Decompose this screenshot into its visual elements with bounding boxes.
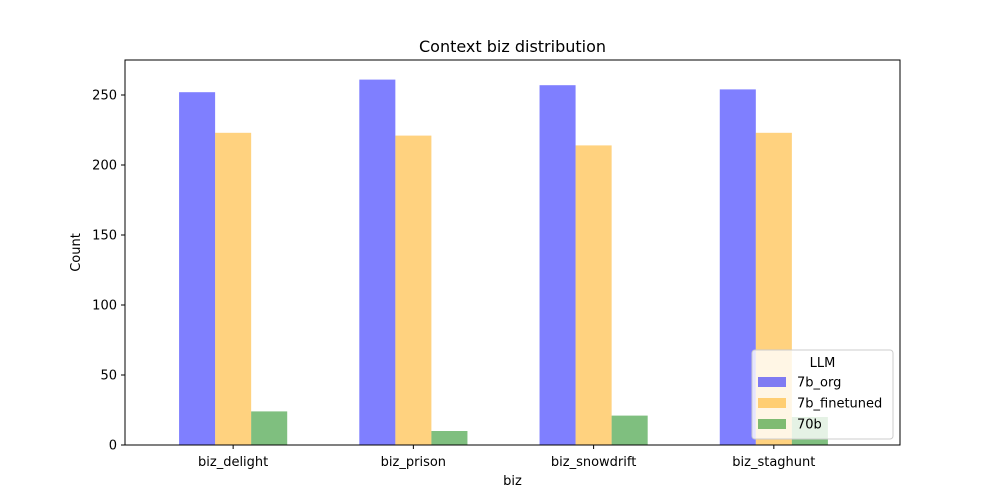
bar-7b_finetuned-biz_snowdrift bbox=[575, 145, 612, 445]
plot-frame bbox=[124, 59, 901, 446]
bar-7b_org-biz_staghunt bbox=[719, 89, 756, 446]
legend: LLM 7b_org 7b_finetuned 70b bbox=[751, 349, 894, 440]
legend-label-7b_finetuned: 7b_finetuned bbox=[797, 397, 882, 412]
legend-title: LLM bbox=[810, 356, 836, 371]
bar-7b_org-biz_snowdrift bbox=[539, 85, 576, 445]
x-tick-label: biz_staghunt bbox=[732, 455, 815, 470]
chart-title: Context biz distribution bbox=[419, 37, 606, 56]
legend-swatch-7b_finetuned bbox=[758, 398, 786, 408]
legend-items: 7b_org 7b_finetuned 70b bbox=[758, 376, 882, 433]
bars-group bbox=[179, 79, 828, 446]
bar-70b-biz_delight bbox=[251, 411, 288, 445]
x-tick-label: biz_delight bbox=[198, 455, 268, 470]
legend-box bbox=[751, 349, 894, 440]
x-tick-label: biz_snowdrift bbox=[551, 455, 636, 470]
y-tick-label: 0 bbox=[109, 439, 117, 454]
y-tick-label: 100 bbox=[92, 299, 117, 314]
bar-70b-biz_prison bbox=[431, 431, 468, 445]
legend-swatch-7b_org bbox=[758, 377, 786, 387]
legend-swatch-70b bbox=[758, 419, 786, 429]
bar-70b-biz_snowdrift bbox=[611, 415, 648, 445]
y-tick-label: 200 bbox=[92, 159, 117, 174]
x-axis-ticks: biz_delight biz_prison biz_snowdrift biz_st… bbox=[198, 445, 815, 470]
x-axis-label: biz bbox=[503, 474, 522, 489]
bar-7b_org-biz_prison bbox=[359, 79, 396, 445]
legend-label-70b: 70b bbox=[797, 418, 822, 433]
legend-label-7b_org: 7b_org bbox=[797, 376, 841, 391]
y-tick-label: 250 bbox=[92, 89, 117, 104]
bar-7b_finetuned-biz_prison bbox=[395, 135, 432, 445]
bar-7b_org-biz_delight bbox=[179, 92, 216, 445]
y-tick-label: 150 bbox=[92, 229, 117, 244]
x-tick-label: biz_prison bbox=[381, 455, 446, 470]
y-axis-label: Count bbox=[69, 233, 84, 272]
y-axis-ticks: 0 50 100 150 200 250 bbox=[92, 89, 125, 454]
bar-7b_finetuned-biz_delight bbox=[215, 132, 252, 446]
y-tick-label: 50 bbox=[100, 369, 117, 384]
